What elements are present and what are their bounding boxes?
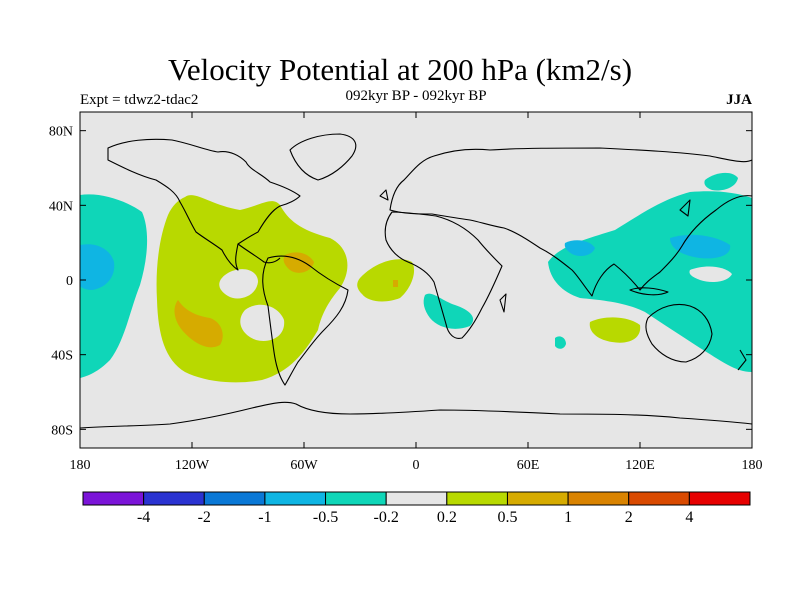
map-subtitle: 092kyr BP - 092kyr BP (345, 88, 487, 104)
lon-tick-label: 60E (517, 458, 540, 473)
contour-positive-africa (357, 259, 415, 302)
contour-hole-pacific (689, 266, 732, 282)
experiment-label: Expt = tdwz2-tdac2 (80, 92, 199, 108)
colorbar-label: 1 (564, 509, 572, 526)
colorbar-label: 0.2 (437, 509, 457, 526)
contour-negative-west-pacific-core (80, 244, 115, 290)
contour-positive-indian-ocean (589, 317, 641, 343)
colorbar-label: -2 (198, 509, 211, 526)
lon-tick-label: 120E (625, 458, 655, 473)
contour-hole-1 (219, 269, 258, 299)
lon-tick-label: 0 (413, 458, 420, 473)
contour-negative-asia-core-2 (564, 240, 595, 256)
coastline-eurasia (389, 147, 752, 297)
coastline-indonesia (629, 287, 669, 296)
contour-hole-2 (240, 304, 285, 341)
season-label: JJA (726, 92, 752, 108)
lat-tick-label: 40S (51, 349, 73, 364)
colorbar-swatch (688, 491, 751, 506)
colorbar-label: 4 (685, 509, 693, 526)
lat-tick-label: 80N (49, 125, 73, 140)
colorbar-swatch (264, 491, 327, 506)
lat-tick-label: 80S (51, 423, 73, 438)
contour-negative-west-pacific (80, 194, 148, 378)
lon-tick-label: 120W (175, 458, 210, 473)
coastlines (80, 133, 752, 429)
colorbar-label: -0.2 (374, 509, 399, 526)
coastline-madagascar (499, 293, 507, 313)
colorbar-swatch (567, 491, 630, 506)
colorbar-label: -4 (137, 509, 150, 526)
coastline-australia (645, 303, 713, 363)
coastline-africa (384, 211, 503, 339)
coastline-antarctica (80, 401, 752, 429)
coastline-new-zealand (737, 349, 747, 371)
colorbar-swatch (325, 491, 387, 506)
colorbar-swatch (385, 491, 448, 506)
contour-fields (80, 172, 752, 383)
lon-tick-label: 180 (70, 458, 91, 473)
colorbar-label: 0.5 (497, 509, 517, 526)
colorbar-swatch (446, 491, 508, 506)
lon-tick-label: 180 (742, 458, 763, 473)
contour-orange-core-1 (174, 300, 223, 348)
colorbar-swatch (628, 491, 690, 506)
coastline-britain (379, 189, 389, 201)
colorbar-swatch (82, 491, 145, 506)
contour-orange-africa (393, 280, 398, 287)
coastline-central-america (237, 243, 281, 264)
lat-tick-label: 40N (49, 199, 73, 214)
coastline-north-america (107, 138, 301, 271)
colorbar-swatch (143, 491, 205, 506)
contour-negative-north-pacific (704, 172, 738, 191)
colorbar-label: -0.5 (313, 509, 338, 526)
map-title: Velocity Potential at 200 hPa (km2/s) (167, 52, 633, 87)
contour-negative-south-atlantic (423, 293, 474, 329)
coastline-south-america (262, 255, 349, 386)
colorbar-label: 2 (625, 509, 633, 526)
coastline-japan (679, 199, 691, 217)
longitude-axis: 180 120W 60W 0 60E 120E 180 (70, 112, 763, 473)
colorbar: -4 -2 -1 -0.5 -0.2 0.2 0.5 1 2 4 (82, 491, 751, 526)
colorbar-swatch (506, 491, 569, 506)
contour-negative-indian-small (555, 336, 566, 349)
lat-tick-label: 0 (66, 274, 73, 289)
lon-tick-label: 60W (290, 458, 318, 473)
colorbar-label: -1 (258, 509, 271, 526)
coastline-greenland (289, 133, 357, 181)
colorbar-swatch (203, 491, 266, 506)
latitude-axis: 80N 40N 0 40S 80S (49, 125, 752, 438)
